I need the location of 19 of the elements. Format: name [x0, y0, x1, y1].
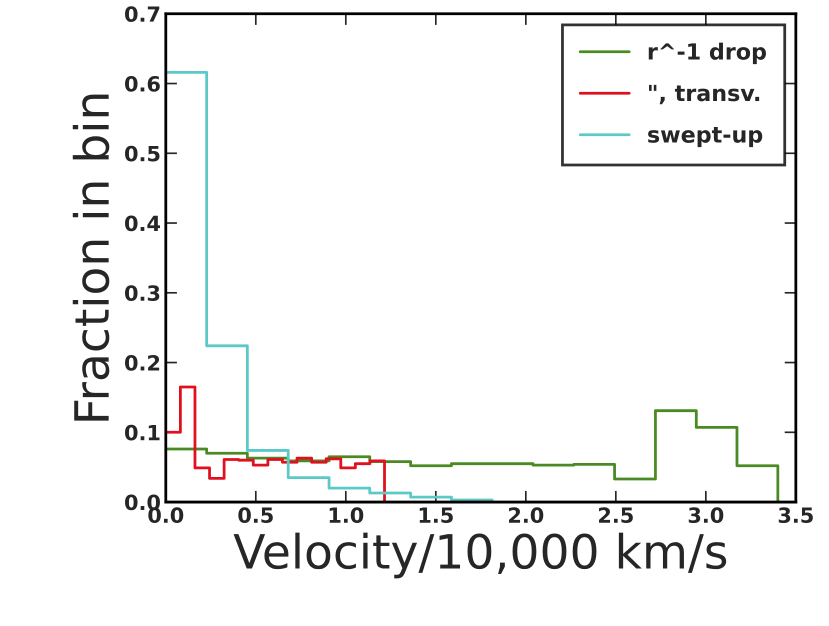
y-tick-label: 0.4 — [125, 215, 160, 232]
legend-label: r^-1 drop — [648, 42, 766, 64]
y-axis-title: Fraction in bin — [72, 94, 110, 421]
y-tick-label: 0.5 — [125, 146, 160, 162]
x-tick-label: 1.0 — [330, 507, 364, 524]
y-tick-label: 0.3 — [125, 285, 160, 301]
x-tick-label: 3.5 — [778, 507, 813, 524]
x-tick-label: 1.5 — [420, 508, 453, 524]
x-tick-label: 3.0 — [688, 507, 724, 524]
y-tick-label: 0.2 — [125, 354, 160, 371]
x-axis-title: Velocity/10,000 km/s — [234, 532, 726, 578]
x-tick-label: 2.5 — [599, 507, 633, 524]
y-tick-label: 0.1 — [125, 424, 160, 441]
x-tick-label: 2.0 — [509, 507, 544, 524]
x-tick-label: 0.5 — [238, 507, 273, 524]
y-tick-label: 0.7 — [125, 6, 160, 22]
y-tick-label: 0.6 — [125, 76, 160, 92]
legend-label: swept-up — [648, 126, 762, 148]
legend-label: ", transv. — [649, 84, 760, 104]
